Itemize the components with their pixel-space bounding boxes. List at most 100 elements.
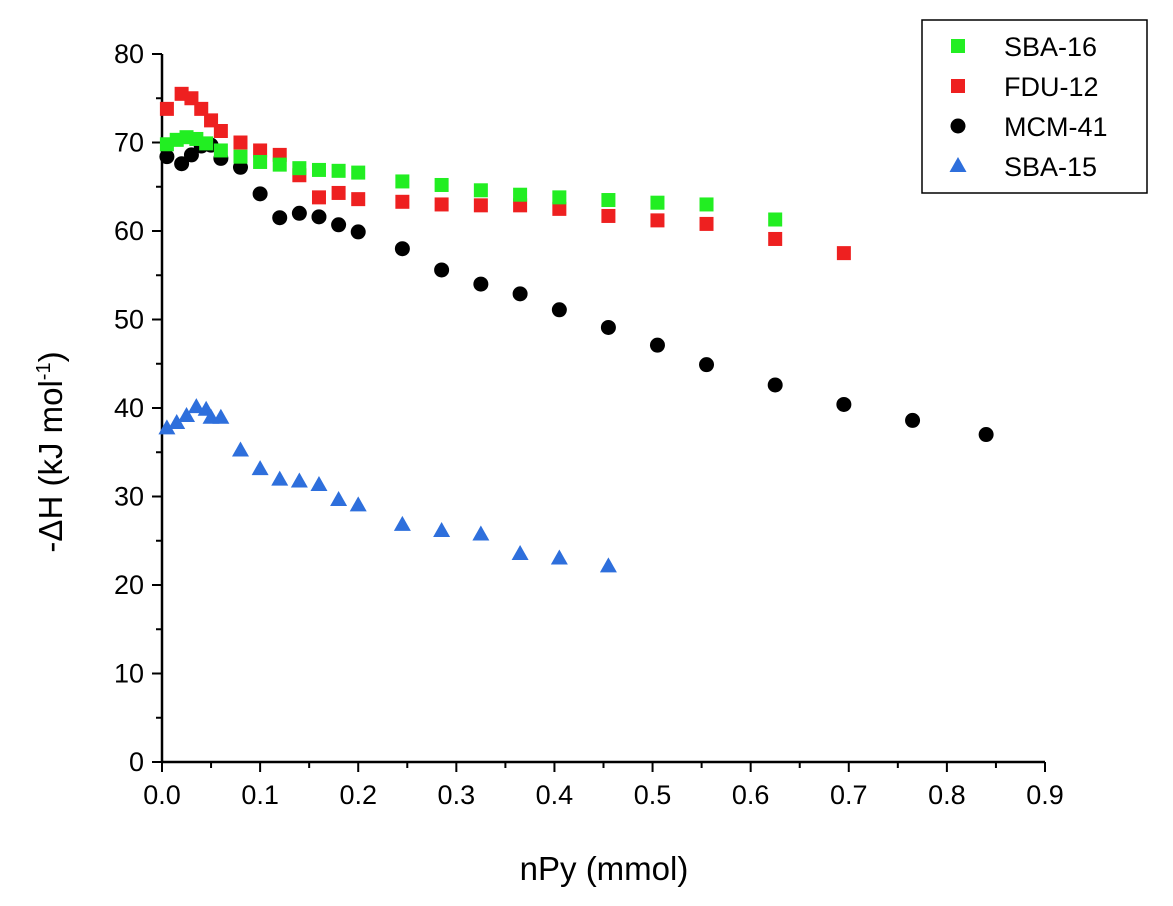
data-point xyxy=(601,193,616,208)
data-point xyxy=(212,408,230,424)
data-point xyxy=(290,472,308,488)
data-point xyxy=(552,190,567,205)
data-point xyxy=(599,557,617,573)
data-point xyxy=(513,198,528,213)
data-point xyxy=(311,190,326,205)
y-tick-label: 0 xyxy=(129,747,144,777)
data-point xyxy=(231,441,249,457)
data-point xyxy=(434,177,449,192)
data-point xyxy=(213,123,228,138)
data-point xyxy=(552,201,567,216)
x-tick-label: 0.6 xyxy=(732,780,770,810)
data-point xyxy=(272,210,288,226)
data-point xyxy=(767,377,783,393)
y-tick-label: 60 xyxy=(114,216,144,246)
data-point xyxy=(601,208,616,223)
x-tick-label: 0.5 xyxy=(634,780,672,810)
x-tick-label: 0.4 xyxy=(536,780,574,810)
data-point xyxy=(311,209,327,225)
data-point xyxy=(836,246,851,261)
data-point xyxy=(473,183,488,198)
data-point xyxy=(253,143,268,158)
data-point xyxy=(183,147,199,163)
data-point xyxy=(311,162,326,177)
data-point xyxy=(978,427,994,443)
data-point xyxy=(233,149,248,164)
data-point xyxy=(253,154,268,169)
data-point xyxy=(168,414,186,430)
data-point xyxy=(600,319,616,335)
data-point xyxy=(194,101,209,116)
data-marks xyxy=(158,86,994,573)
data-point xyxy=(331,185,346,200)
series-sba-16 xyxy=(159,130,783,227)
x-tick-label: 0.9 xyxy=(1026,780,1064,810)
data-point xyxy=(434,262,450,278)
x-tick-label: 0.3 xyxy=(438,780,476,810)
data-point xyxy=(330,491,348,507)
y-tick-label: 40 xyxy=(114,393,144,423)
data-point xyxy=(291,205,307,221)
data-point xyxy=(233,135,248,150)
data-point xyxy=(272,157,287,172)
legend-marker-sba-16 xyxy=(951,39,965,53)
series-mcm-41 xyxy=(159,137,994,443)
y-axis-title: -ΔH (kJ mol-1) xyxy=(32,351,69,552)
data-point xyxy=(699,197,714,212)
data-point xyxy=(768,231,783,246)
data-point xyxy=(159,149,175,165)
axes: 0.0 0.1 0.2 0.3 0.4 0.5 0.6 0.7 0.8 0.9 0 10 20 30 40 5… xyxy=(114,39,1064,810)
data-point xyxy=(650,213,665,228)
legend: SBA-16 FDU-12 MCM-41 SBA-15 xyxy=(921,19,1148,194)
y-tick-label: 50 xyxy=(114,305,144,335)
y-tick-label: 10 xyxy=(114,659,144,689)
data-point xyxy=(199,136,214,151)
data-point xyxy=(768,212,783,227)
data-point xyxy=(394,241,410,257)
data-point xyxy=(350,224,366,240)
x-axis-title: nPy (mmol) xyxy=(520,850,689,887)
data-point xyxy=(472,525,490,541)
x-tick-label: 0.1 xyxy=(241,780,279,810)
data-point xyxy=(551,302,567,318)
x-tick-label: 0.7 xyxy=(830,780,868,810)
data-point xyxy=(433,522,451,538)
data-point xyxy=(271,470,289,486)
y-tick-label: 20 xyxy=(114,570,144,600)
data-point xyxy=(184,91,199,106)
data-point xyxy=(395,194,410,209)
data-point xyxy=(331,163,346,178)
data-point xyxy=(473,198,488,213)
data-point xyxy=(174,156,190,172)
data-point xyxy=(434,197,449,212)
data-point xyxy=(292,161,307,176)
y-axis-title-close: ) xyxy=(32,351,69,362)
data-point xyxy=(349,496,367,512)
legend-label-fdu-12: FDU-12 xyxy=(1004,72,1099,102)
data-point xyxy=(699,357,715,373)
data-point xyxy=(836,396,852,412)
data-point xyxy=(512,286,528,302)
data-point xyxy=(252,186,268,202)
data-point xyxy=(511,545,529,561)
data-point xyxy=(393,515,411,531)
data-point xyxy=(649,337,665,353)
legend-label-mcm-41: MCM-41 xyxy=(1004,112,1108,142)
legend-marker-sba-15 xyxy=(949,157,967,172)
series-sba-15 xyxy=(158,398,617,573)
y-tick-label: 70 xyxy=(114,128,144,158)
x-tick-label: 0.0 xyxy=(143,780,181,810)
legend-marker-mcm-41 xyxy=(950,118,966,134)
data-point xyxy=(513,187,528,202)
data-point xyxy=(204,113,219,128)
data-point xyxy=(395,174,410,189)
y-axis-title-main: -ΔH (kJ mol xyxy=(32,380,69,552)
data-point xyxy=(251,460,269,476)
data-point xyxy=(310,475,328,491)
data-point xyxy=(650,195,665,210)
x-tick-label: 0.2 xyxy=(339,780,377,810)
data-point xyxy=(550,549,568,565)
data-point xyxy=(473,276,489,292)
y-tick-label: 80 xyxy=(114,39,144,69)
